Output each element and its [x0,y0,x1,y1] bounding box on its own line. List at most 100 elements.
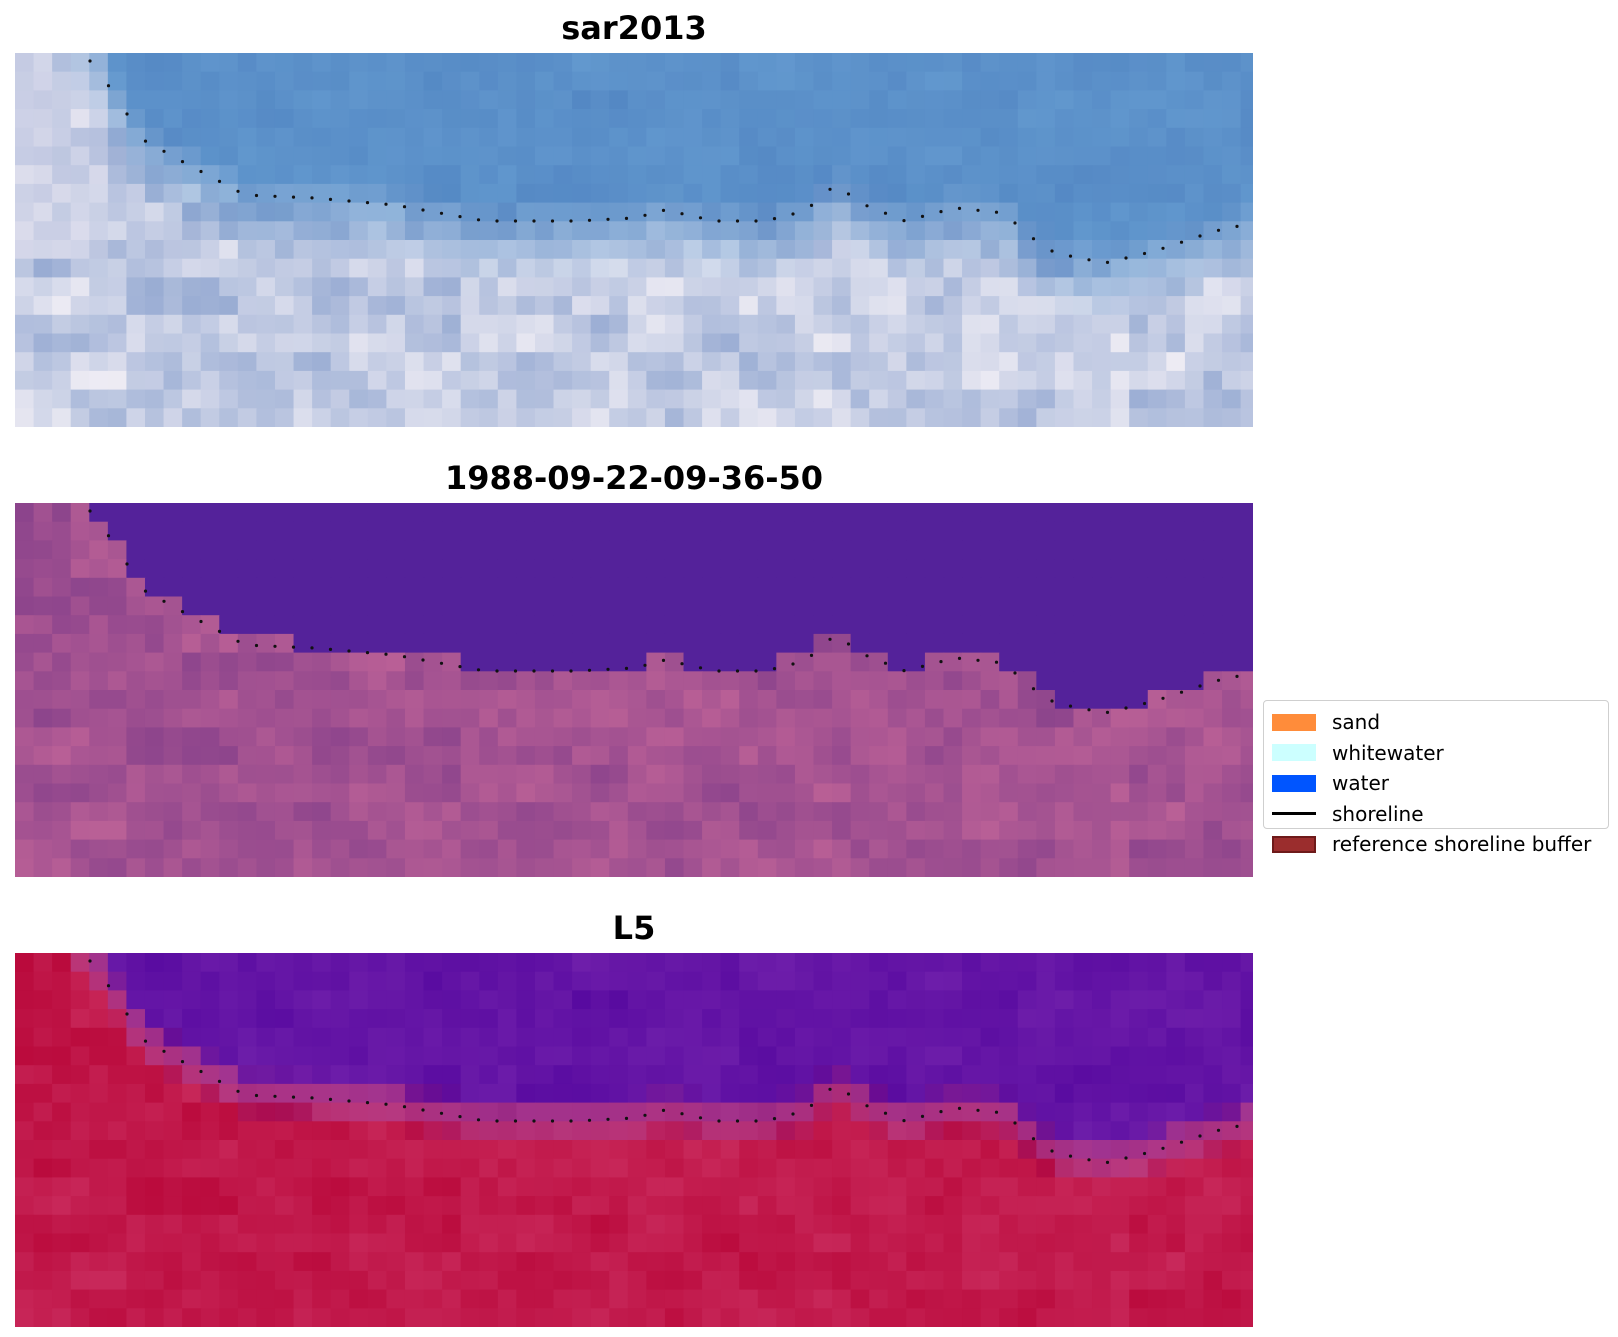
pixel-cell [293,333,313,353]
pixel-cell [1129,1065,1149,1085]
pixel-cell [479,559,499,579]
pixel-cell [479,1009,499,1029]
pixel-cell [887,53,907,73]
pixel-cell [1222,277,1242,297]
pixel-cell [794,389,815,409]
pixel-cell [274,1289,295,1309]
pixel-cell [943,746,963,766]
pixel-cell [887,727,907,747]
pixel-cell [312,1177,332,1197]
pixel-cell [182,615,202,635]
pixel-cell [349,71,369,91]
pixel-cell [850,127,870,148]
pixel-cell [962,820,982,841]
pixel-cell [237,127,258,148]
pixel-cell [479,1140,499,1160]
pixel-cell [1054,109,1075,129]
pixel-cell [330,1083,350,1104]
pixel-cell [776,1102,796,1122]
pixel-cell [497,127,517,148]
pixel-cell [1222,109,1242,129]
pixel-cell [646,1252,666,1272]
pixel-cell [1147,1046,1167,1066]
pixel-cell [943,1083,963,1104]
pixel-cell [609,1102,629,1122]
pixel-cell [70,503,90,523]
pixel-cell [274,820,295,841]
shoreline-point [735,1119,740,1123]
pixel-cell [572,559,592,579]
pixel-cell [776,127,796,148]
pixel-cell [237,1214,258,1235]
pixel-cell [906,802,926,822]
pixel-cell [256,53,276,73]
pixel-cell [460,1140,480,1160]
pixel-cell [906,1046,926,1066]
pixel-cell [1184,1158,1205,1178]
pixel-cell [1110,820,1130,841]
pixel-cell [534,183,555,204]
pixel-cell [182,352,202,372]
pixel-cell [924,71,945,91]
pixel-cell [609,1270,629,1291]
pixel-cell [367,370,387,391]
pixel-cell [627,370,647,391]
pixel-cell [126,820,146,841]
pixel-cell [442,1121,462,1141]
pixel-cell [293,1233,313,1253]
pixel-cell [144,221,165,241]
pixel-cell [256,352,276,372]
pixel-cell [367,671,387,691]
shoreline-point [994,1110,999,1114]
pixel-cell [1017,240,1037,260]
pixel-cell [1017,559,1037,579]
pixel-cell [720,1102,740,1122]
pixel-cell [590,596,610,616]
pixel-cell [794,370,815,391]
pixel-cell [609,764,629,785]
pixel-cell [15,596,35,616]
pixel-cell [200,370,220,391]
pixel-cell [312,389,332,409]
pixel-cell [832,783,852,803]
pixel-cell [572,240,592,260]
pixel-cell [312,708,332,728]
pixel-cell [237,690,258,710]
pixel-cell [739,1009,759,1029]
pixel-cell [683,690,703,710]
pixel-cell [1054,1065,1075,1085]
pixel-cell [15,127,35,148]
pixel-cell [739,1233,759,1253]
pixel-cell [219,1083,239,1104]
shoreline-point [439,661,444,665]
pixel-cell [1240,109,1253,129]
pixel-cell [1054,820,1075,841]
pixel-cell [330,690,350,710]
pixel-cell [832,1196,852,1216]
pixel-cell [609,971,629,991]
pixel-cell [219,53,239,73]
shoreline-point [569,219,573,223]
pixel-cell [534,127,555,148]
pixel-cell [423,577,443,598]
pixel-cell [497,727,517,747]
pixel-cell [999,1046,1019,1066]
pixel-cell [609,1289,629,1309]
pixel-cell [1036,90,1056,110]
pixel-cell [423,240,443,260]
pixel-cell [442,183,462,204]
pixel-cell [572,1158,592,1178]
pixel-cell [144,615,165,635]
pixel-cell [757,146,777,166]
pixel-cell [293,127,313,148]
pixel-cell [70,202,90,222]
pixel-cell [906,277,926,297]
pixel-cell [1017,165,1037,185]
pixel-cell [906,503,926,523]
pixel-cell [144,1140,165,1160]
pixel-cell [442,671,462,691]
pixel-cell [1054,839,1075,859]
pixel-cell [794,1083,815,1104]
pixel-cell [1017,127,1037,148]
pixel-cell [1222,370,1242,391]
